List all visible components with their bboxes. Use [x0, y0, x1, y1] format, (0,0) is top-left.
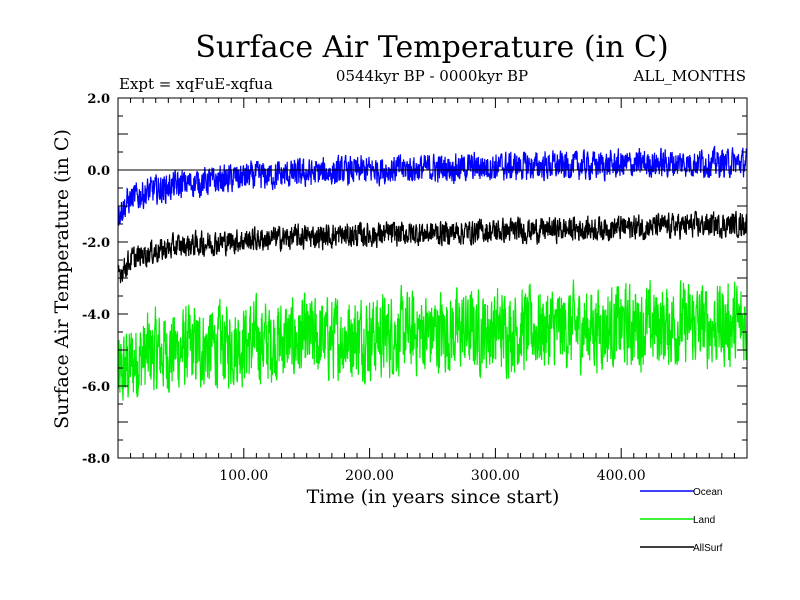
x-tick-label: 300.00 [471, 468, 520, 484]
legend-label-ocean: Ocean [693, 487, 722, 498]
legend-label-allsurf: AllSurf [693, 543, 723, 554]
x-axis-label: Time (in years since start) [307, 486, 560, 508]
x-tick-label: 200.00 [345, 468, 394, 484]
y-tick-label: 0.0 [87, 164, 110, 179]
y-axis-label: Surface Air Temperature (in C) [51, 129, 73, 429]
y-tick-label: 2.0 [87, 92, 110, 107]
legend-label-land: Land [693, 515, 715, 526]
experiment-label: Expt = xqFuE-xqfua [119, 75, 273, 93]
legend: Ocean Land AllSurf [640, 487, 723, 554]
series-line-ocean [117, 145, 748, 226]
y-tick-label: -8.0 [82, 452, 110, 467]
plot-area [117, 145, 748, 401]
x-tick-label: 400.00 [597, 468, 646, 484]
y-tick-label: -2.0 [82, 236, 110, 251]
series-line-land [117, 279, 748, 401]
months-label: ALL_MONTHS [633, 67, 746, 85]
plot-frame [117, 97, 748, 459]
period-label: 0544kyr BP - 0000kyr BP [336, 67, 528, 85]
y-tick-label: -6.0 [82, 380, 110, 395]
y-tick-label: -4.0 [82, 308, 110, 323]
x-tick-label: 100.00 [219, 468, 268, 484]
axes: -8.0 -6.0 -4.0 -2.0 0.0 2.0 100.00 200.00 300.00… [82, 92, 748, 484]
chart-title: Surface Air Temperature (in C) [195, 30, 668, 65]
series-line-allsurf [117, 210, 748, 284]
